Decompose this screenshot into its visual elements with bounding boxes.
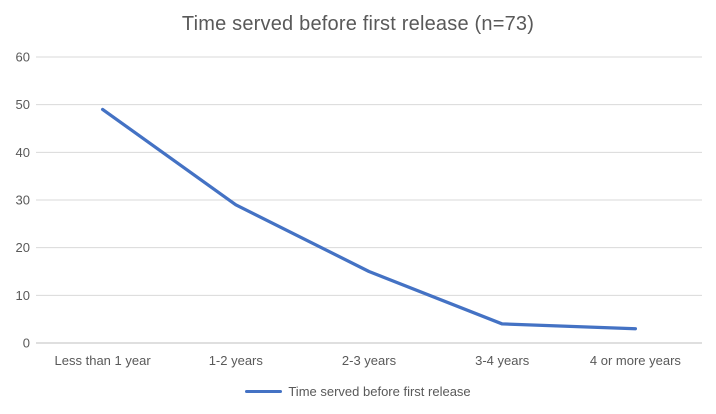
y-tick-label: 40: [16, 145, 30, 160]
x-category-label: 4 or more years: [590, 353, 682, 368]
y-tick-label: 20: [16, 240, 30, 255]
y-tick-label: 0: [23, 336, 30, 351]
data-series-line: [100, 107, 638, 331]
x-category-label: 2-3 years: [342, 353, 397, 368]
legend: Time served before first release: [0, 384, 716, 399]
legend-line-swatch: [245, 390, 283, 393]
y-tick-label: 50: [16, 97, 30, 112]
legend-label: Time served before first release: [288, 384, 471, 399]
y-tick-label: 30: [16, 193, 30, 208]
y-tick-label: 60: [16, 50, 30, 65]
y-tick-label: 10: [16, 288, 30, 303]
chart-title: Time served before first release (n=73): [181, 13, 535, 35]
x-category-label: 3-4 years: [475, 353, 530, 368]
x-category-label: Less than 1 year: [55, 353, 152, 368]
x-category-label: 1-2 years: [209, 353, 264, 368]
